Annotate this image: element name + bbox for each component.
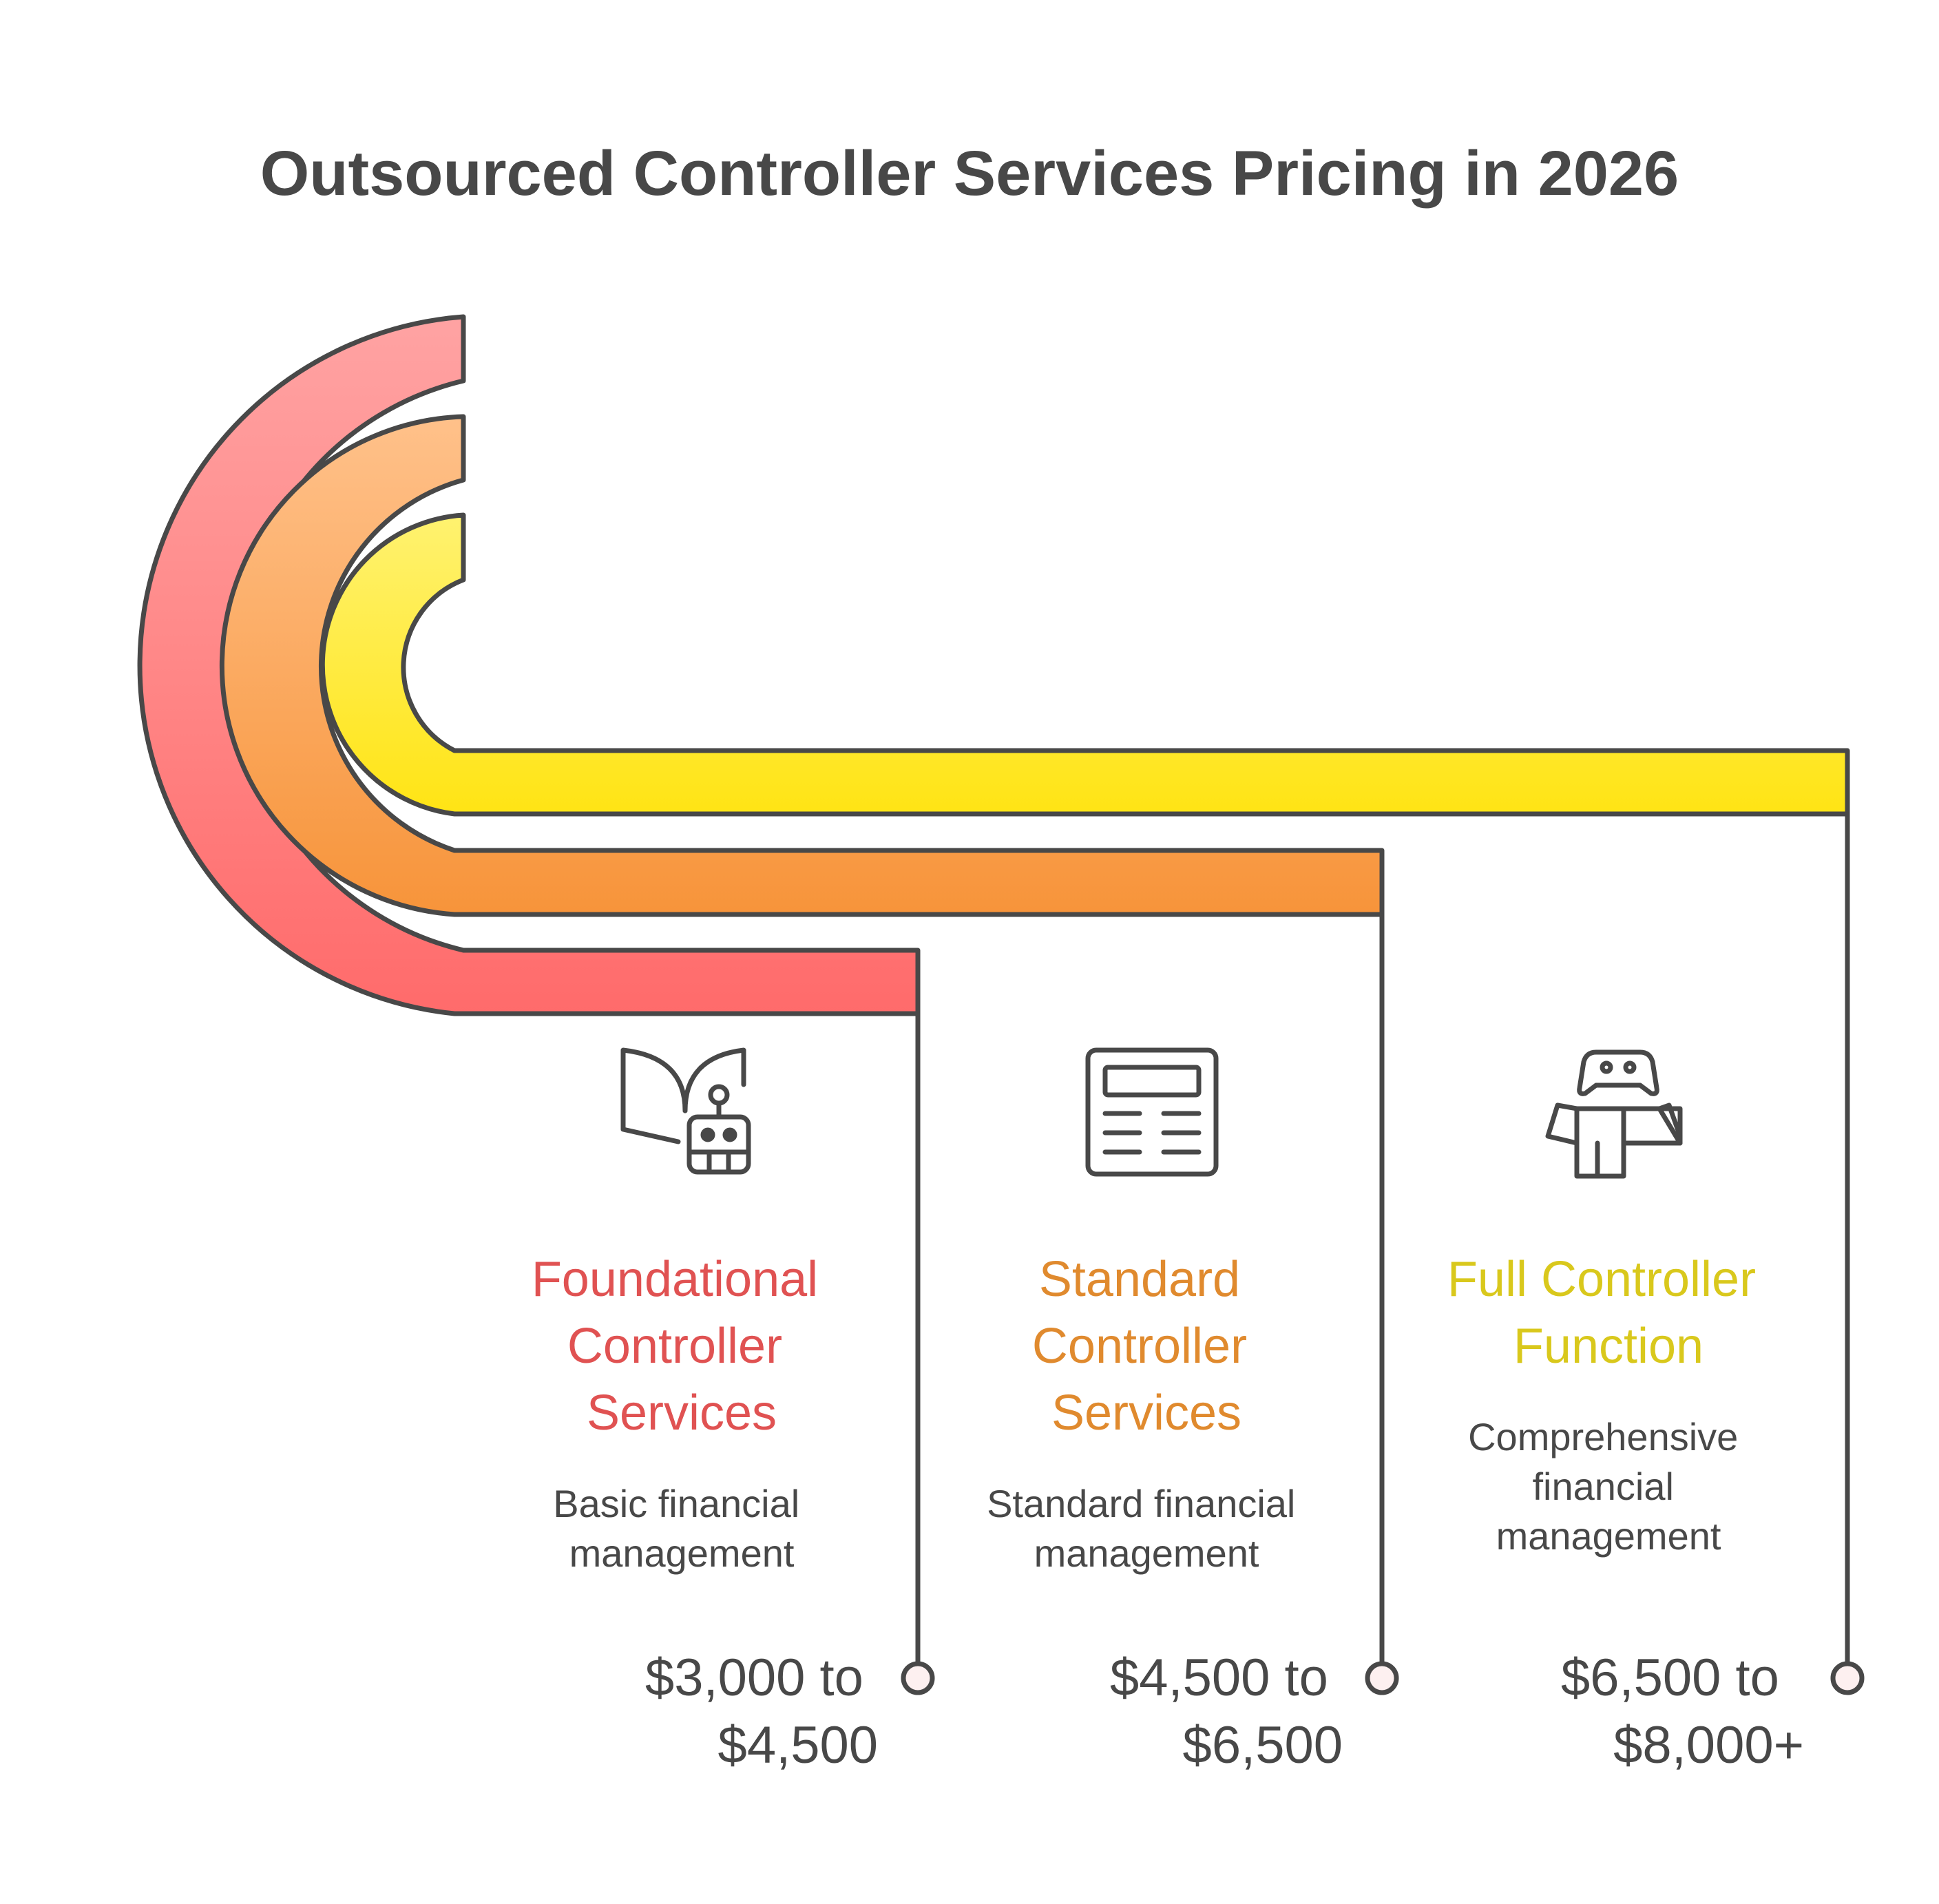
- tier-title: Standard Controller Services: [1032, 1252, 1261, 1441]
- end-marker-foundational: [901, 1661, 935, 1695]
- tier-standard: Standard Controller Services Standard fi…: [987, 1252, 1343, 1775]
- end-marker-standard: [1365, 1661, 1399, 1695]
- newspaper-icon: [1085, 1047, 1219, 1177]
- page-title: Outsourced Controller Services Pricing i…: [260, 138, 1679, 209]
- tier-title: Full Controller Function: [1447, 1252, 1770, 1374]
- tier-foundational: Foundational Controller Services Basic f…: [532, 1252, 878, 1775]
- band-standard: [219, 414, 1385, 917]
- tier-title: Foundational Controller Services: [532, 1252, 832, 1441]
- tier-price: $3,000 to $4,500: [645, 1649, 878, 1775]
- tier-full: Full Controller Function Comprehensive f…: [1447, 1252, 1804, 1775]
- tier-description: Basic financial management: [553, 1482, 810, 1575]
- tier-price: $6,500 to $8,000+: [1561, 1649, 1804, 1775]
- end-marker-full: [1830, 1661, 1865, 1695]
- band-full: [319, 512, 1850, 817]
- tier-price: $4,500 to $6,500: [1110, 1649, 1343, 1775]
- gamepad-box-icon: [1545, 1049, 1683, 1179]
- book-robot-icon: [620, 1047, 751, 1175]
- tier-description: Comprehensive financial management: [1468, 1415, 1749, 1558]
- tier-description: Standard financial management: [987, 1482, 1306, 1575]
